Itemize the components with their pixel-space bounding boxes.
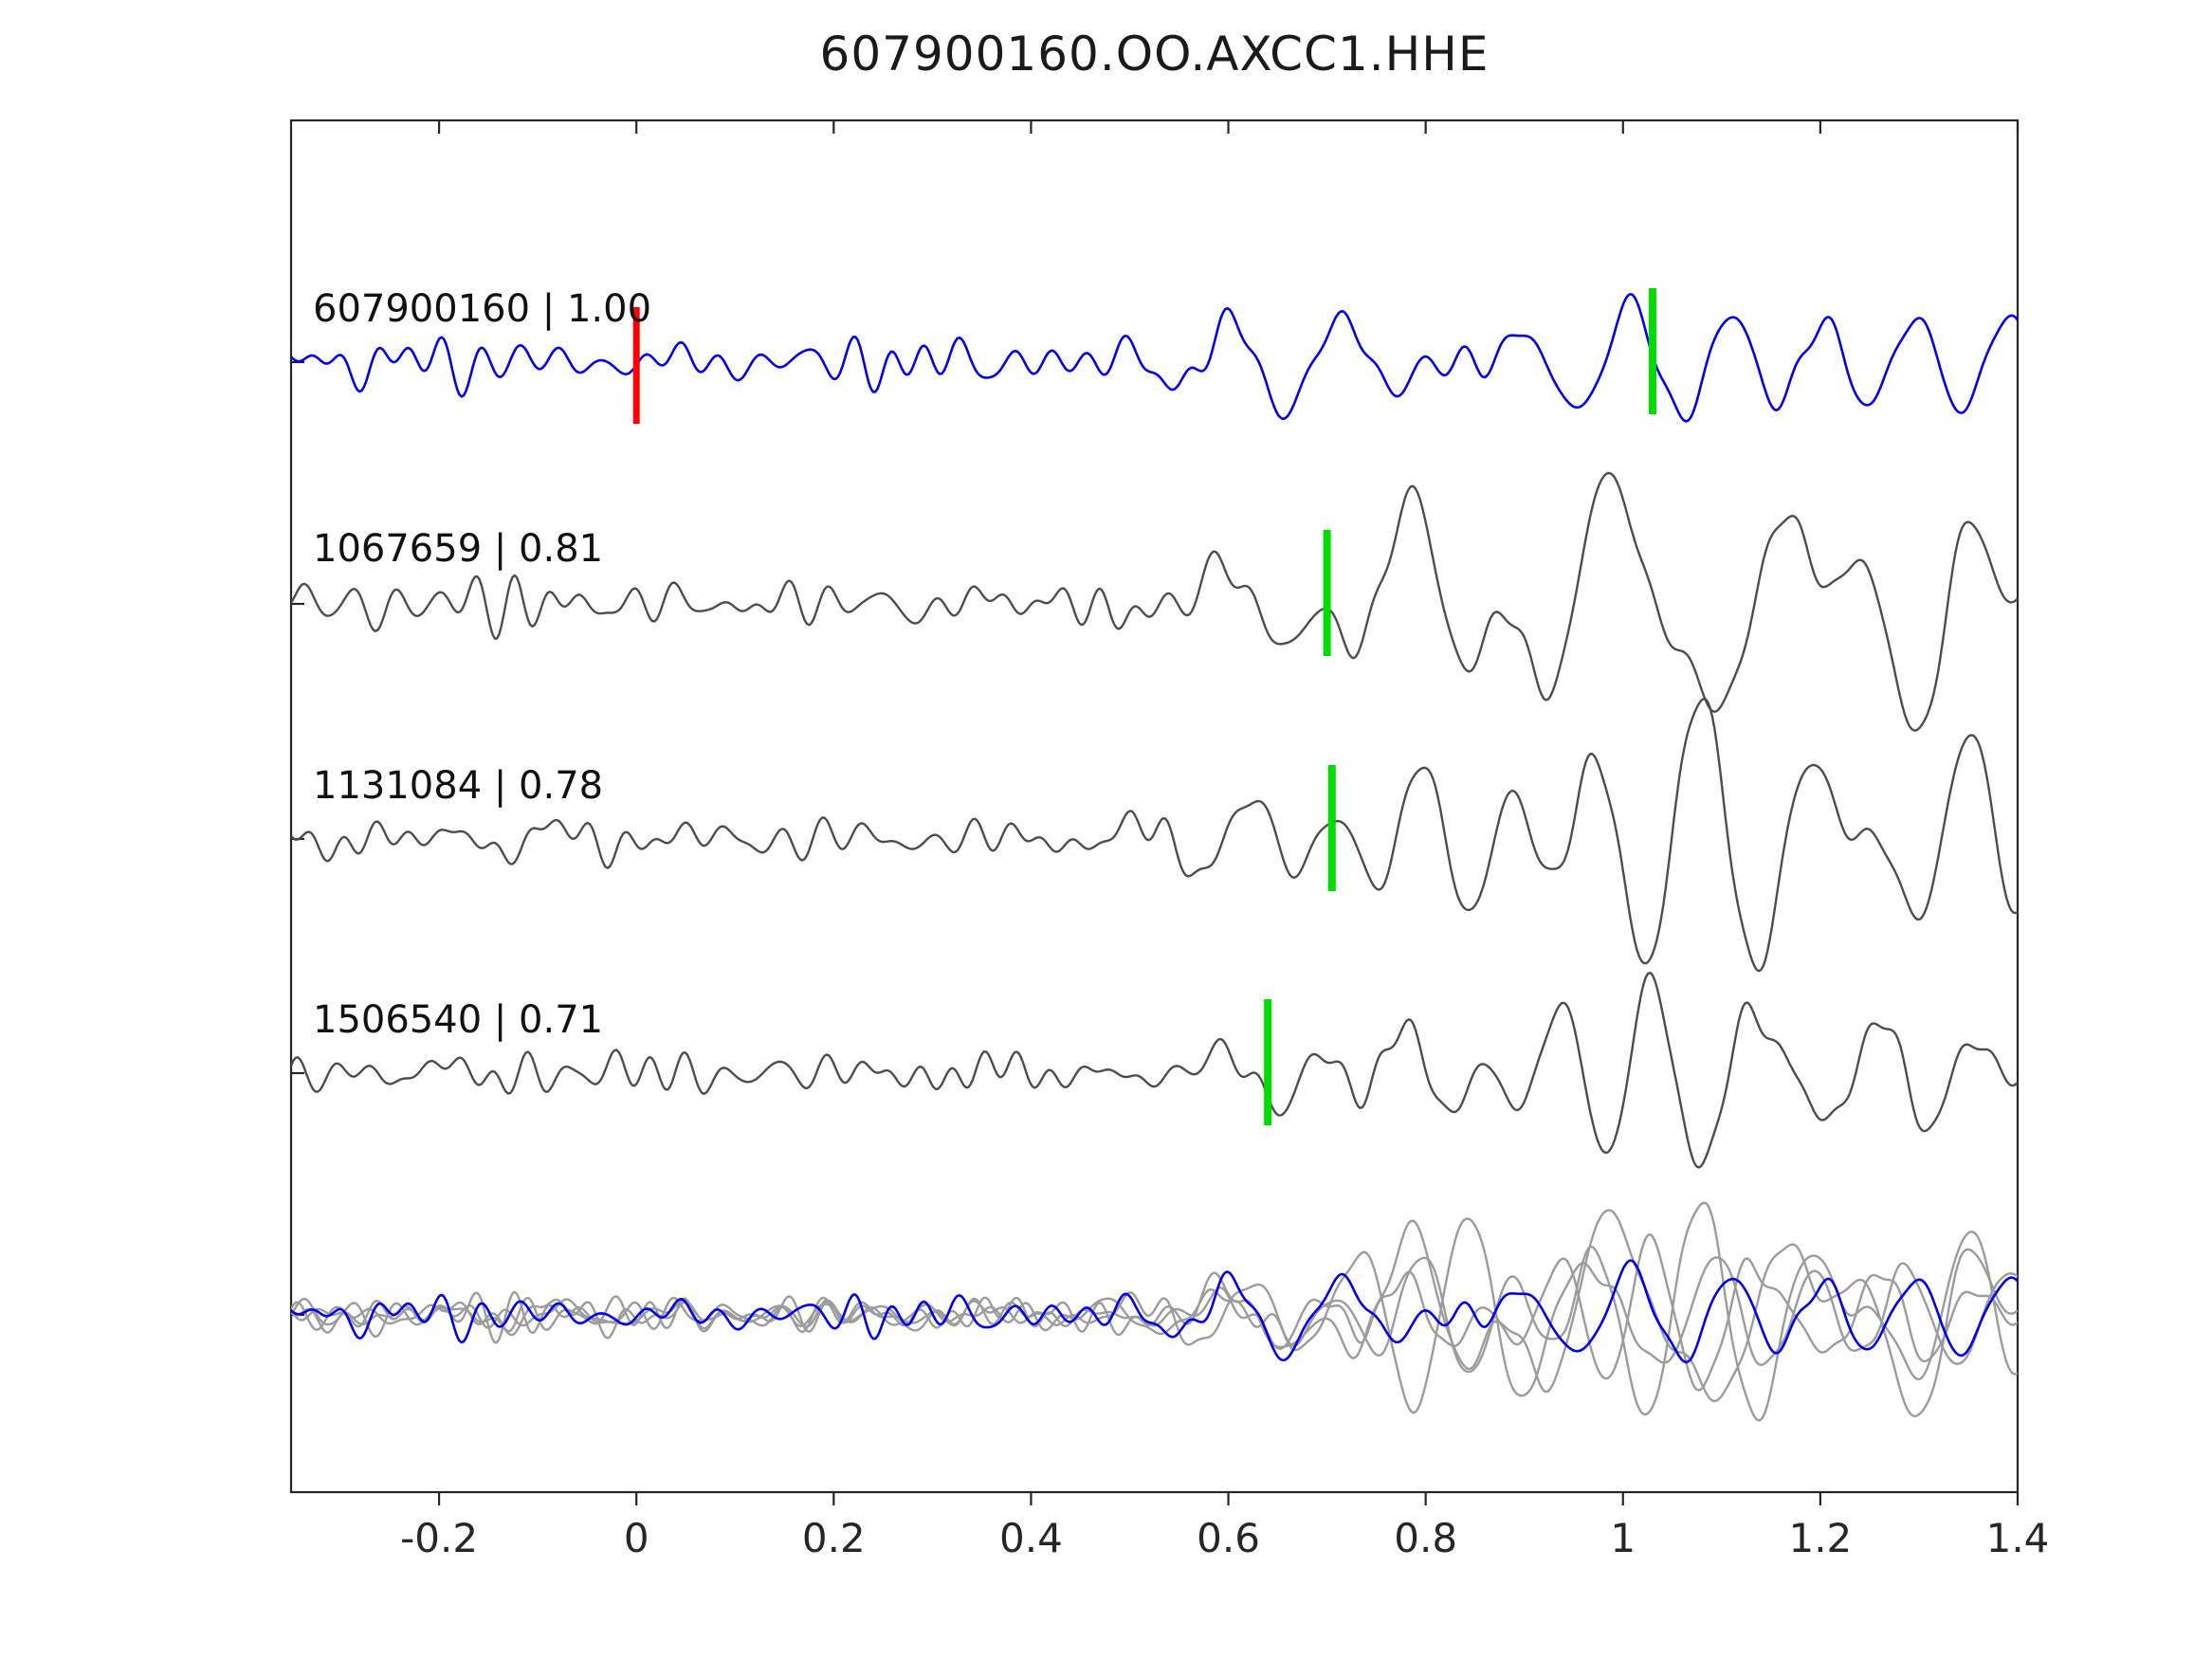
x-tick-label: -0.2	[400, 1515, 479, 1561]
waveform-trace-1506540	[291, 971, 2018, 1169]
x-tick-label: 0	[623, 1515, 649, 1561]
x-tick-label: 0.4	[999, 1515, 1063, 1561]
x-tick-label: 1.4	[1985, 1515, 2050, 1561]
trace-label-template-3: 1506540 | 0.71	[313, 998, 604, 1042]
waveform-trace-1067659	[291, 471, 2018, 732]
x-tick-label: 0.6	[1197, 1515, 1260, 1561]
overlay-trace-gray	[291, 1233, 2018, 1392]
overlay-trace-gray	[291, 1217, 2018, 1414]
x-tick-label: 1	[1610, 1515, 1636, 1561]
overlay-trace-reference	[291, 1259, 2018, 1364]
chart-title: 607900160.OO.AXCC1.HHE	[819, 27, 1490, 82]
waveform-trace-607900160	[291, 292, 2018, 423]
x-tick-label: 0.2	[801, 1515, 866, 1561]
x-tick-label: 0.8	[1394, 1515, 1458, 1561]
plot-border	[289, 118, 2020, 1494]
x-tick-label: 1.2	[1788, 1515, 1853, 1561]
waveform-trace-1131084	[291, 698, 2018, 973]
overlay-trace-gray	[291, 1209, 2018, 1417]
trace-label-template-2: 1131084 | 0.78	[313, 764, 604, 808]
trace-label-template-1: 1067659 | 0.81	[313, 527, 604, 571]
trace-label-reference: 607900160 | 1.00	[313, 287, 652, 331]
